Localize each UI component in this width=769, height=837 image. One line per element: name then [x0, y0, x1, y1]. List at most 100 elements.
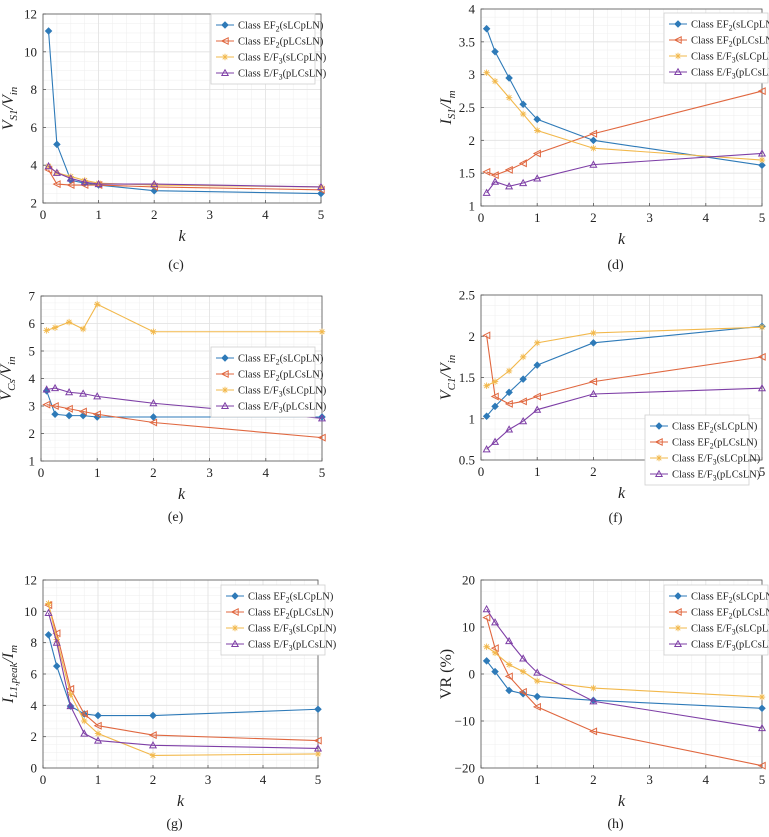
- legend-label: Class EF2(pLCsLN): [238, 370, 324, 383]
- series-line: [48, 165, 322, 188]
- data-point: [491, 437, 500, 445]
- data-point: [519, 353, 527, 361]
- data-point: [44, 608, 53, 616]
- data-point: [44, 161, 53, 170]
- x-tick-label: 1: [534, 210, 541, 225]
- data-point: [757, 87, 766, 96]
- legend-label: Class E/F3(sLCpLN): [248, 624, 337, 637]
- data-point: [490, 171, 499, 180]
- data-point: [518, 397, 527, 406]
- y-tick-label: 2: [29, 426, 36, 441]
- legend-marker: [673, 67, 683, 76]
- data-point: [590, 145, 597, 152]
- data-point: [482, 331, 491, 340]
- legend-marker: [673, 35, 682, 45]
- legend-marker: [221, 53, 229, 61]
- x-tick-label: 5: [759, 464, 766, 479]
- data-point: [505, 388, 513, 397]
- x-tick-label: 2: [150, 465, 157, 480]
- series-line: [486, 90, 763, 176]
- data-point: [43, 327, 50, 334]
- data-point: [66, 174, 75, 182]
- y-tick-label: 10: [462, 620, 475, 635]
- data-point: [533, 692, 541, 701]
- data-point: [491, 47, 499, 56]
- y-tick-label: 0.5: [459, 453, 475, 468]
- y-tick-label: 6: [31, 667, 38, 682]
- data-point: [317, 414, 327, 422]
- data-point: [491, 378, 499, 385]
- legend-label: Class EF2(sLCpLN): [238, 21, 324, 34]
- legend-marker: [655, 422, 663, 430]
- data-point: [589, 129, 598, 138]
- y-axis-label: VC1/Vin: [438, 354, 458, 400]
- legend-box: [220, 584, 326, 656]
- data-point: [93, 721, 102, 730]
- legend-label: Class E/F3(pLCsLN): [238, 69, 327, 82]
- x-tick-label: 2: [590, 464, 597, 479]
- data-point: [483, 643, 490, 650]
- series-line: [486, 608, 763, 729]
- data-point: [534, 339, 541, 347]
- data-point: [590, 329, 597, 337]
- panel-caption: (e): [168, 510, 184, 525]
- x-tick-label: 3: [206, 465, 213, 480]
- data-point: [482, 167, 491, 176]
- series-4: [482, 383, 767, 453]
- data-point: [482, 445, 491, 453]
- data-point: [50, 401, 59, 411]
- series-2: [482, 331, 766, 408]
- y-tick-label: 3.5: [459, 34, 475, 49]
- data-point: [491, 402, 499, 411]
- legend-label: Class EF2(pLCsLN): [248, 608, 334, 621]
- legend-box: [663, 12, 769, 84]
- data-point: [318, 328, 326, 335]
- x-axis-label: k: [618, 485, 626, 502]
- legend-marker: [220, 68, 230, 77]
- y-tick-label: 3: [29, 399, 36, 414]
- data-point: [482, 613, 491, 622]
- y-tick-label: 1: [469, 411, 476, 426]
- legend-box: [663, 584, 769, 656]
- data-point: [51, 324, 59, 331]
- y-tick-label: −10: [455, 714, 475, 729]
- series-3: [483, 323, 766, 389]
- data-point: [483, 382, 490, 389]
- series-4: [42, 383, 327, 422]
- data-point: [519, 110, 527, 118]
- data-point: [505, 74, 513, 82]
- data-point: [67, 173, 74, 180]
- data-point: [589, 136, 598, 145]
- data-point: [758, 704, 766, 713]
- data-point: [483, 69, 490, 76]
- legend: Class EF2(sLCpLN) Class EF2(pLCsLN) Class …: [663, 584, 769, 656]
- data-point: [52, 662, 61, 670]
- data-point: [532, 702, 541, 711]
- data-point: [42, 400, 51, 409]
- data-point: [52, 180, 61, 189]
- data-point: [519, 100, 527, 108]
- data-point: [505, 182, 514, 190]
- y-axis-label: VS1/Vin: [0, 86, 20, 130]
- data-point: [78, 407, 87, 416]
- legend-marker: [674, 592, 682, 600]
- data-point: [533, 361, 541, 369]
- y-tick-label: 12: [24, 573, 37, 588]
- legend-marker: [673, 607, 682, 617]
- legend-marker: [230, 639, 240, 648]
- data-point: [519, 668, 527, 675]
- x-tick-label: 4: [703, 210, 710, 225]
- data-point: [490, 392, 499, 401]
- legend-label: Class E/F3(pLCsLN): [672, 470, 761, 483]
- legend-marker: [654, 437, 663, 447]
- x-axis-label: k: [178, 228, 186, 245]
- legend-label: Class EF2(sLCpLN): [691, 592, 769, 605]
- data-point: [491, 177, 500, 185]
- legend-label: Class EF2(sLCpLN): [672, 422, 758, 435]
- series-line: [46, 303, 322, 333]
- x-tick-label: 0: [478, 464, 485, 479]
- y-tick-label: 4: [29, 371, 36, 386]
- legend-label: Class EF2(pLCsLN): [691, 608, 769, 621]
- y-tick-label: 12: [24, 7, 37, 22]
